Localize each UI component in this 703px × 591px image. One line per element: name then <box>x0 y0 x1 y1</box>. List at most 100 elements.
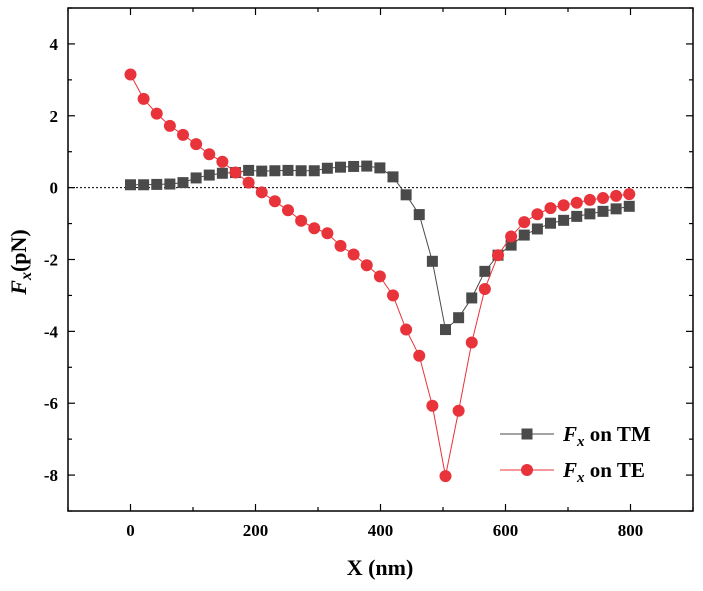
data-point <box>308 165 320 177</box>
data-point <box>597 192 609 205</box>
data-point <box>413 209 425 221</box>
data-point <box>243 164 255 176</box>
data-point <box>571 210 583 222</box>
data-point <box>164 178 176 190</box>
data-point <box>465 336 478 349</box>
data-point <box>335 161 346 173</box>
data-point <box>137 92 150 105</box>
legend-label: Fx on TE <box>562 458 645 486</box>
data-point <box>452 404 465 417</box>
data-point <box>190 172 202 184</box>
data-point <box>321 162 333 174</box>
legend-marker <box>521 464 533 476</box>
data-point <box>505 239 517 251</box>
data-point <box>557 199 570 212</box>
x-tick-label: 400 <box>368 521 394 540</box>
data-point <box>334 239 347 252</box>
data-point <box>387 289 399 302</box>
data-point <box>373 270 386 283</box>
data-point <box>242 176 255 189</box>
data-point <box>229 166 242 179</box>
data-point <box>426 399 439 412</box>
x-tick-label: 200 <box>243 521 269 540</box>
data-point <box>308 222 321 235</box>
data-point <box>203 169 215 181</box>
y-tick-label: -6 <box>44 394 58 413</box>
data-point <box>439 470 452 483</box>
data-point <box>163 119 176 132</box>
data-point <box>348 160 360 172</box>
data-point <box>479 265 491 277</box>
data-point <box>623 200 635 212</box>
data-point <box>295 214 308 227</box>
data-point <box>151 178 163 190</box>
data-point <box>584 208 596 220</box>
legend-item-0: Fx on TM <box>500 422 651 450</box>
data-point <box>531 223 543 235</box>
data-point <box>413 349 426 362</box>
data-point <box>597 205 609 217</box>
y-axis-title: Fx(pN) <box>6 229 35 295</box>
data-point <box>138 179 150 191</box>
legend-label: Fx on TM <box>562 422 651 450</box>
data-point <box>295 165 307 177</box>
data-point <box>374 162 386 174</box>
data-point <box>518 216 531 229</box>
y-tick-label: -4 <box>44 322 59 341</box>
axes: 0 200 400 600 800 4 2 0 -2 -4 -6 -8 <box>44 7 694 540</box>
data-point <box>256 165 268 177</box>
data-point <box>125 179 136 191</box>
y-tick-label: 4 <box>50 35 59 54</box>
data-point <box>190 138 203 151</box>
data-point <box>440 324 451 336</box>
x-tick-label: 600 <box>493 521 519 540</box>
data-point <box>426 255 438 267</box>
data-point <box>203 148 216 161</box>
legend-item-1: Fx on TE <box>500 458 645 486</box>
data-point <box>177 177 189 189</box>
series-layer <box>124 68 636 483</box>
data-point <box>400 323 413 336</box>
data-point <box>492 249 504 262</box>
series-0 <box>125 160 635 336</box>
data-point <box>531 208 544 221</box>
data-point <box>255 186 268 199</box>
data-point <box>321 227 334 240</box>
data-point <box>400 189 412 201</box>
data-point <box>124 68 137 81</box>
data-point <box>361 160 373 172</box>
data-point <box>505 230 518 243</box>
y-tick-label: 2 <box>50 107 59 126</box>
x-tick-label: 0 <box>126 521 135 540</box>
data-point <box>610 203 622 215</box>
data-point <box>282 164 294 176</box>
data-point <box>558 214 570 226</box>
data-point <box>268 195 281 208</box>
data-point <box>269 165 281 177</box>
data-point <box>545 217 556 229</box>
data-point <box>347 248 360 261</box>
data-point <box>466 292 478 304</box>
legend-marker <box>521 428 533 440</box>
data-point <box>216 167 228 179</box>
y-tick-label: -2 <box>44 251 58 270</box>
series-line <box>130 165 630 331</box>
data-point <box>478 282 491 295</box>
data-point <box>360 259 373 272</box>
legend: Fx on TM Fx on TE <box>500 422 651 486</box>
data-point <box>282 204 294 217</box>
data-point <box>518 229 530 241</box>
data-point <box>610 189 623 202</box>
x-tick-label: 800 <box>618 521 644 540</box>
data-point <box>387 171 399 183</box>
data-point <box>544 202 557 215</box>
data-point <box>177 128 189 141</box>
data-point <box>453 312 465 324</box>
data-point <box>570 196 583 209</box>
data-point <box>216 155 229 168</box>
data-point <box>150 107 163 120</box>
y-tick-label: 0 <box>50 179 59 198</box>
x-axis-title: X (nm) <box>347 555 414 580</box>
data-point <box>583 193 596 206</box>
y-tick-label: -8 <box>44 466 58 485</box>
